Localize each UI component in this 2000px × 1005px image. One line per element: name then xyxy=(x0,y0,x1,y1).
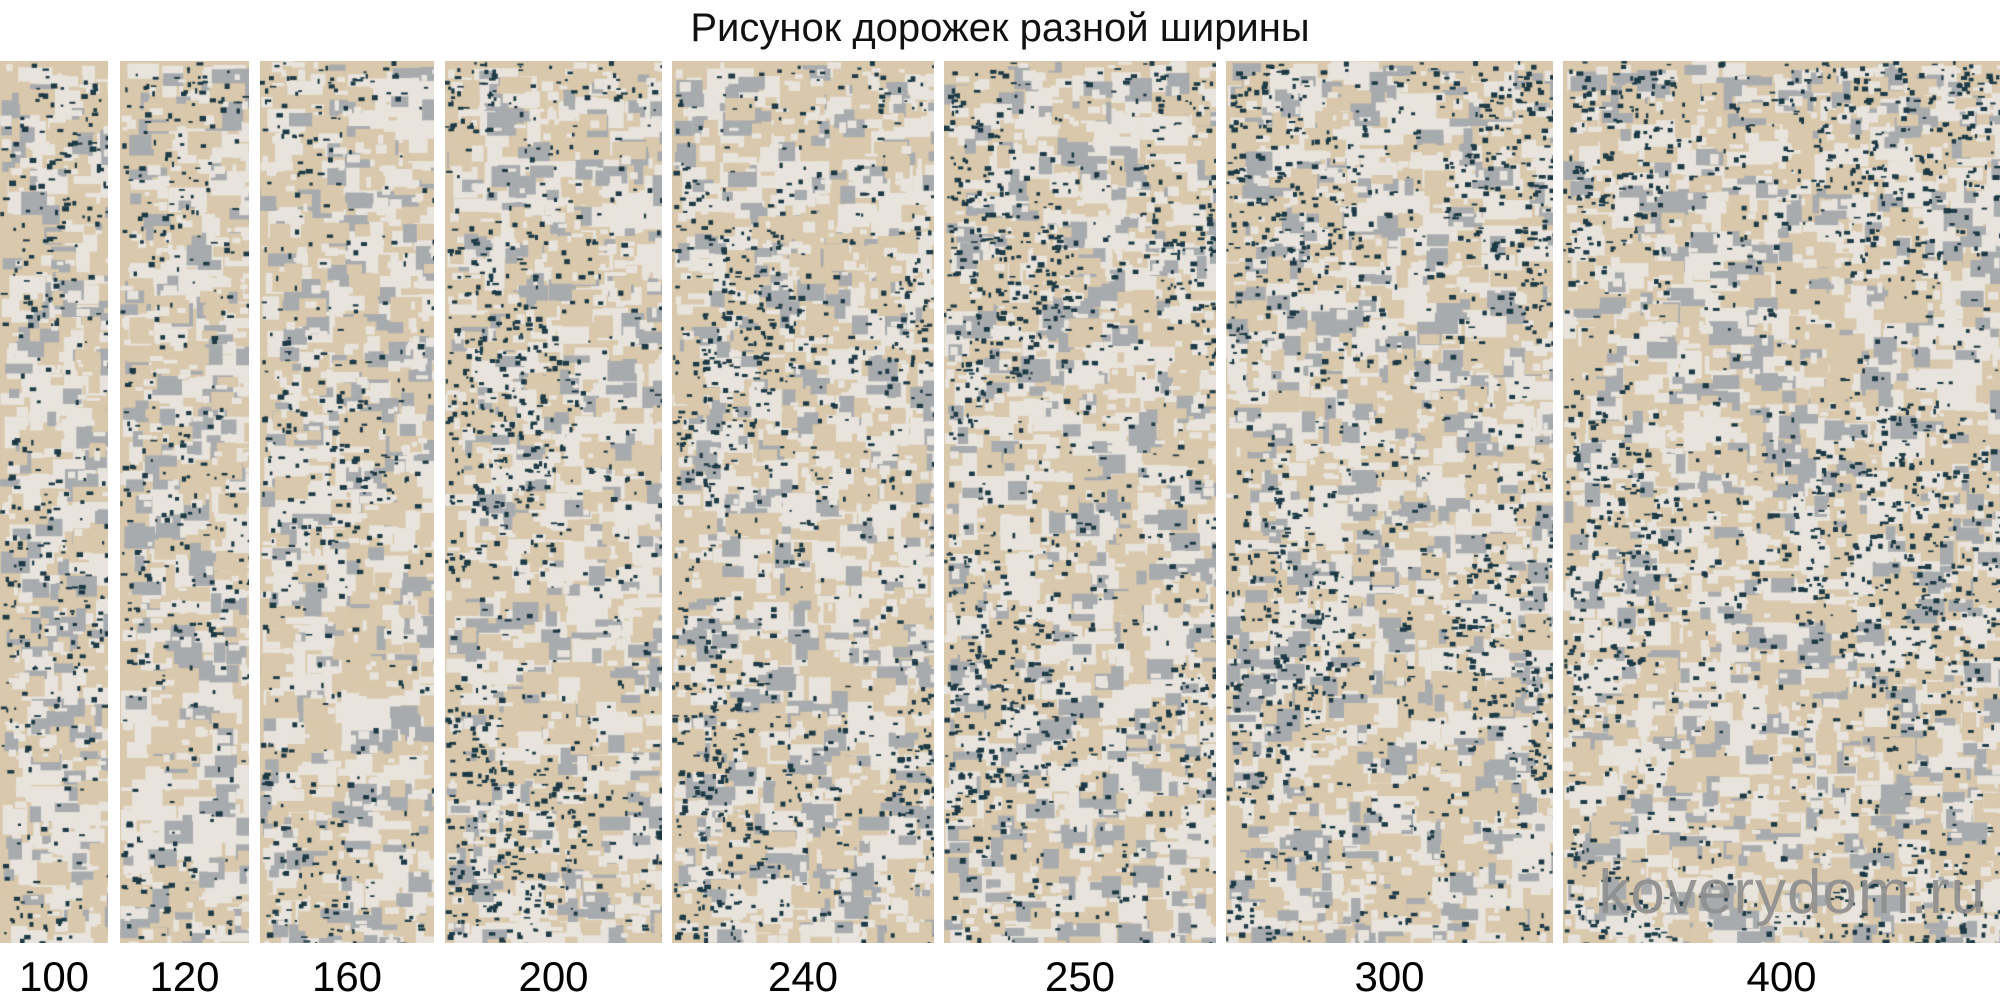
rug-pattern xyxy=(672,61,934,943)
runner-swatch-120 xyxy=(120,61,249,943)
rug-pattern xyxy=(1226,61,1553,943)
rug-pattern xyxy=(944,61,1216,943)
width-label: 400 xyxy=(1746,953,1817,1000)
runner-swatch-200 xyxy=(445,61,662,943)
width-label: 120 xyxy=(149,953,220,1000)
runner-swatch-300 xyxy=(1226,61,1553,943)
runner-swatch-160 xyxy=(260,61,434,943)
runner-swatch-240 xyxy=(672,61,934,943)
width-label: 300 xyxy=(1354,953,1425,1000)
runner-swatch-400 xyxy=(1563,61,2000,943)
runner-swatch-250 xyxy=(944,61,1216,943)
runner-swatch-100 xyxy=(0,61,108,943)
width-label: 250 xyxy=(1044,953,1116,1000)
page-title: Рисунок дорожек разной ширины xyxy=(690,6,1310,50)
width-label: 240 xyxy=(767,953,839,1000)
watermark: koverydom.ru xyxy=(1598,858,1986,927)
width-label: 200 xyxy=(518,953,589,1000)
rug-pattern xyxy=(260,61,434,943)
rug-pattern xyxy=(445,61,662,943)
rug-pattern xyxy=(120,61,249,943)
rug-pattern xyxy=(1563,61,2000,943)
width-label: 100 xyxy=(18,953,90,1000)
width-label: 160 xyxy=(311,953,383,1000)
rug-pattern xyxy=(0,61,108,943)
